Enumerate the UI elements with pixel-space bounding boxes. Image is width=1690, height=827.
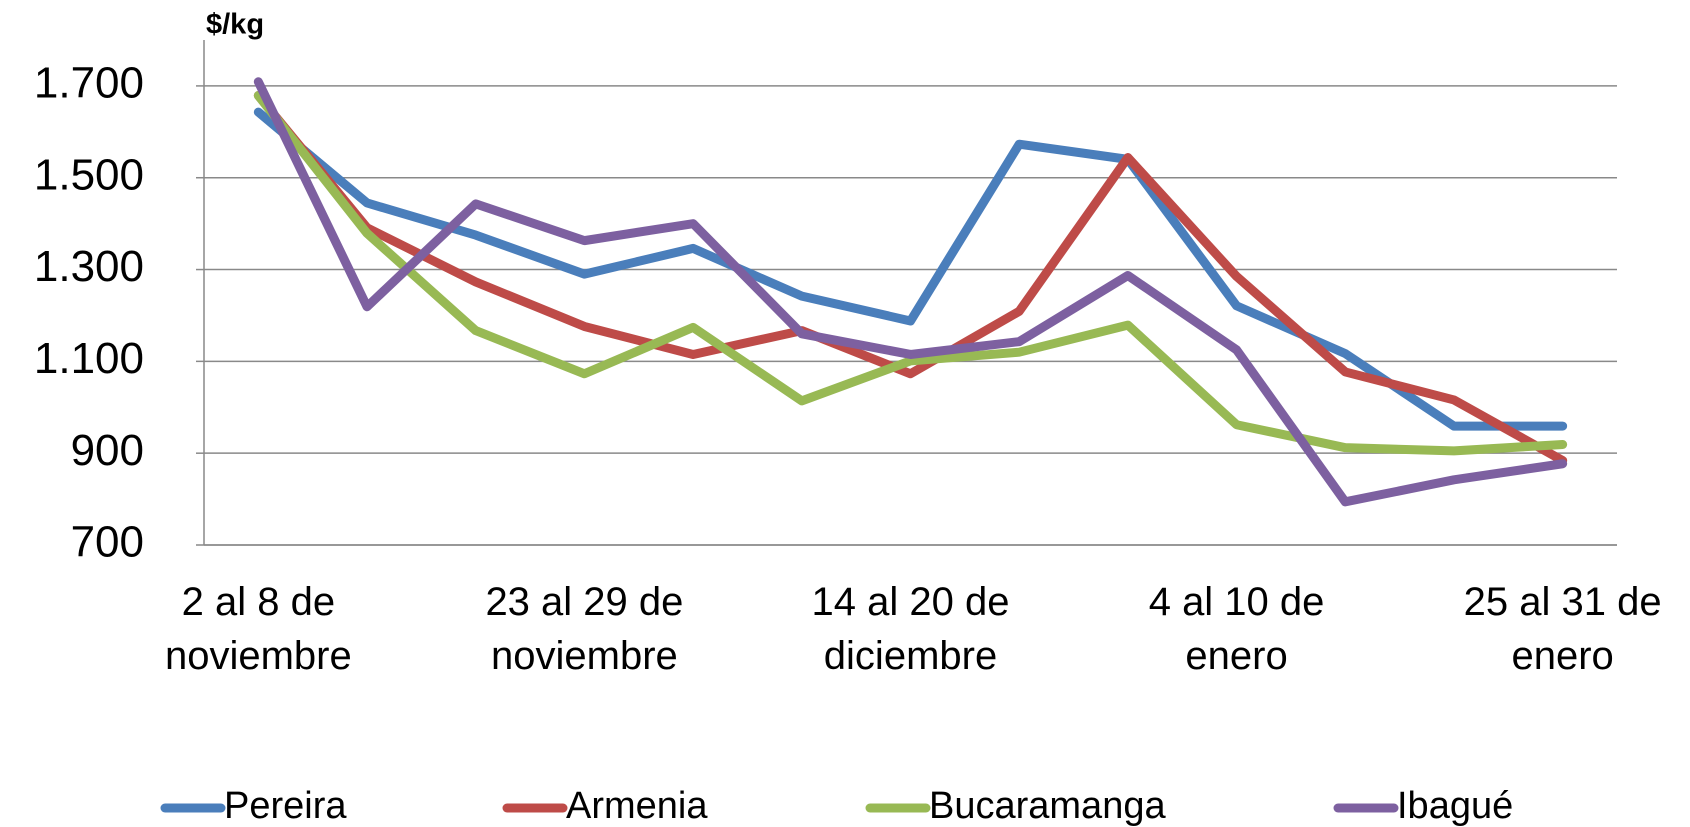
y-tick-label: 1.500 xyxy=(34,150,144,199)
legend-label: Bucaramanga xyxy=(929,785,1166,827)
y-tick-label: 700 xyxy=(71,518,144,567)
legend-label: Ibagué xyxy=(1397,785,1513,827)
x-tick-label: 14 al 20 de diciembre xyxy=(811,580,1010,678)
x-tick-label: 25 al 31 de enero xyxy=(1463,580,1662,678)
series-line xyxy=(253,91,1568,466)
y-axis-unit: $/kg xyxy=(206,9,264,41)
series-line xyxy=(253,107,1568,431)
y-tick-label: 1.300 xyxy=(34,242,144,291)
y-tick-label: 1.700 xyxy=(34,59,144,108)
x-tick-label: 4 al 10 de enero xyxy=(1148,580,1325,678)
legend-label: Pereira xyxy=(224,785,347,827)
x-tick-label: 23 al 29 de noviembre xyxy=(485,580,684,678)
series-line xyxy=(253,91,1568,456)
y-tick-label: 900 xyxy=(71,426,144,475)
series-line xyxy=(253,77,1568,507)
legend-label: Armenia xyxy=(566,785,708,827)
y-tick-label: 1.100 xyxy=(34,334,144,383)
x-tick-label: 2 al 8 de noviembre xyxy=(164,580,352,678)
